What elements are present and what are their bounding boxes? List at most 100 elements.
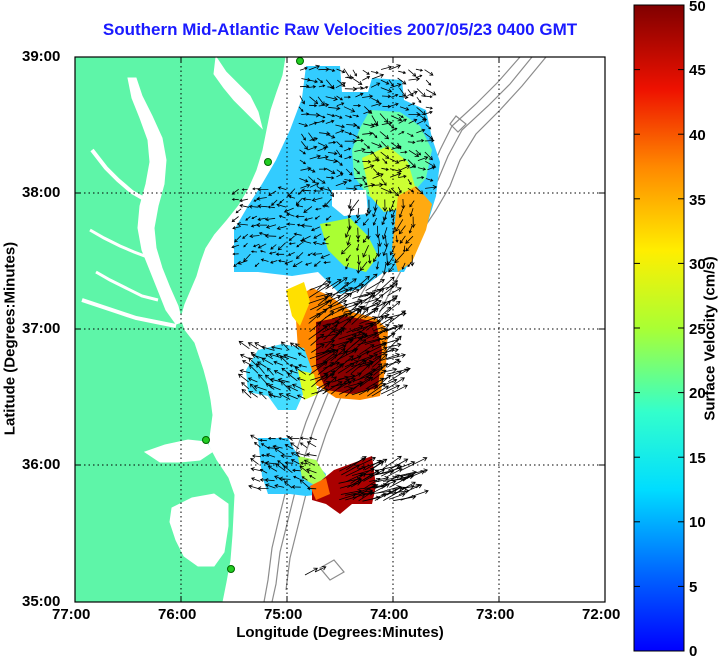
velocity-arrow <box>372 73 385 80</box>
velocity-arrow <box>323 235 330 241</box>
velocity-arrow <box>322 324 338 333</box>
velocity-arrow <box>417 156 429 161</box>
velocity-arrow <box>380 79 390 85</box>
velocity-arrow <box>399 235 406 244</box>
velocity-arrow <box>309 436 317 441</box>
velocity-arrow <box>284 260 293 265</box>
velocity-arrow <box>371 353 388 368</box>
velocity-arrow <box>264 460 277 466</box>
velocity-arrow <box>295 451 308 457</box>
velocity-arrow <box>308 64 321 71</box>
velocity-arrow <box>288 242 296 246</box>
velocity-arrow <box>352 78 363 85</box>
velocity-arrow <box>425 178 434 182</box>
axis-tick-marks <box>75 57 605 602</box>
velocity-arrow <box>309 475 316 480</box>
velocity-arrow <box>287 188 296 197</box>
velocity-arrow <box>265 353 274 360</box>
gridlines <box>75 57 605 602</box>
velocity-arrow <box>371 142 383 148</box>
velocity-arrow <box>309 154 321 160</box>
velocity-arrow <box>408 118 418 124</box>
velocity-arrow <box>346 186 358 192</box>
velocity-arrow <box>292 260 303 267</box>
velocity-arrow <box>352 484 377 501</box>
velocity-arrow <box>241 388 252 399</box>
velocity-arrow <box>345 168 353 176</box>
colorbar-label: Surface Velocity (cm/s) <box>701 256 719 421</box>
velocity-arrow <box>398 95 409 100</box>
velocity-arrow <box>383 486 408 501</box>
velocity-arrow <box>309 322 322 333</box>
velocity-arrow <box>270 244 277 250</box>
velocity-region-coastal-band <box>320 218 378 272</box>
velocity-arrow <box>239 198 248 203</box>
velocity-arrow <box>400 150 408 154</box>
velocity-arrow <box>248 364 259 374</box>
velocity-arrow <box>328 140 337 145</box>
velocity-arrow <box>290 452 301 458</box>
velocity-arrow <box>242 360 252 366</box>
velocity-arrow <box>299 84 310 89</box>
velocity-arrow <box>314 215 320 220</box>
velocity-arrow <box>407 89 414 97</box>
velocity-arrow <box>239 203 250 208</box>
velocity-arrow <box>386 377 405 390</box>
velocity-arrow <box>336 95 343 101</box>
velocity-arrow <box>425 160 437 168</box>
velocity-arrow <box>299 442 308 449</box>
velocity-arrow <box>312 241 323 246</box>
velocity-arrow <box>323 260 331 264</box>
velocity-arrow <box>299 178 309 183</box>
velocity-arrow <box>267 391 276 398</box>
velocity-arrow <box>309 96 319 105</box>
velocity-arrow <box>415 186 424 195</box>
velocity-arrow <box>274 463 286 472</box>
velocity-arrow <box>265 224 277 229</box>
velocity-arrow <box>277 186 287 191</box>
velocity-arrow <box>382 158 388 164</box>
velocity-arrow <box>407 187 415 193</box>
velocity-arrow <box>380 87 393 93</box>
velocity-arrow <box>307 85 317 89</box>
velocity-arrow <box>366 316 384 331</box>
velocity-region-central-edge <box>286 282 310 326</box>
velocity-region-mid-west <box>246 344 312 410</box>
velocity-vectors <box>231 64 438 576</box>
velocity-arrow <box>316 299 333 311</box>
velocity-arrow <box>242 233 249 239</box>
velocity-arrow <box>238 340 250 350</box>
velocity-arrow <box>317 362 335 375</box>
velocity-arrow <box>258 391 267 400</box>
velocity-arrow <box>316 276 331 291</box>
velocity-arrow <box>313 233 322 239</box>
velocity-arrow <box>307 168 316 173</box>
velocity-arrow <box>231 188 239 195</box>
velocity-arrow <box>339 493 357 501</box>
velocity-arrow <box>407 261 413 268</box>
velocity-arrow <box>269 251 277 255</box>
velocity-arrow <box>261 345 275 351</box>
velocity-arrow <box>305 452 317 457</box>
velocity-arrow <box>351 308 369 325</box>
velocity-arrow <box>389 172 402 178</box>
velocity-arrow <box>395 219 404 232</box>
velocity-arrow <box>390 208 397 219</box>
velocity-arrow <box>264 217 276 222</box>
velocity-arrow <box>279 198 285 204</box>
velocity-arrow <box>379 131 390 140</box>
chesapeake-bay <box>127 77 183 325</box>
pamlico-sound <box>169 493 229 567</box>
velocity-arrow <box>359 344 375 355</box>
velocity-arrow <box>251 454 261 458</box>
velocity-arrow <box>318 114 326 119</box>
velocity-arrow <box>362 69 370 75</box>
velocity-arrow <box>400 489 429 501</box>
velocity-arrow <box>295 252 304 260</box>
velocity-arrow <box>381 332 396 341</box>
velocity-arrow <box>289 363 298 368</box>
velocity-arrow <box>379 113 389 124</box>
velocity-arrow <box>335 180 348 187</box>
velocity-arrow <box>391 93 399 98</box>
velocity-arrow <box>373 199 378 212</box>
